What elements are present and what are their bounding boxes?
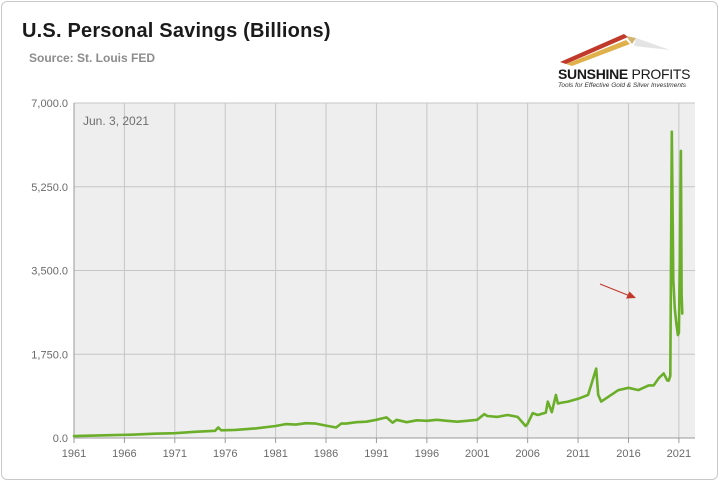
- sunshine-profits-logo-icon: [560, 34, 670, 66]
- logo-name-bold: SUNSHINE: [558, 66, 628, 82]
- x-tick-label: 2001: [465, 448, 489, 460]
- logo-stripe-gold: [566, 40, 630, 66]
- x-tick-label: 1991: [364, 448, 388, 460]
- x-tick-label: 2016: [616, 448, 640, 460]
- chart-title: U.S. Personal Savings (Billions): [22, 20, 331, 42]
- x-tick-label: 1981: [263, 448, 287, 460]
- x-axis: 1961 1966 1971 1976 1981 1986 1991 1996 2001 2006…: [62, 437, 695, 460]
- annotation-arrow-shaft: [599, 283, 631, 297]
- annotation-arrow-head: [626, 291, 636, 299]
- x-tick-label: 2021: [667, 448, 691, 460]
- y-tick-label: 5,250.0: [31, 182, 68, 194]
- logo-tagline: Tools for Effective Gold & Silver Invest…: [558, 82, 687, 89]
- y-tick-label: 3,500.0: [31, 266, 68, 278]
- x-tick-label: 2006: [515, 448, 539, 460]
- x-tick-label: 2011: [566, 448, 590, 460]
- logo-stripe-red: [560, 34, 628, 64]
- y-tick-label: 1,750.0: [31, 349, 68, 361]
- logo-wordmark: SUNSHINE PROFITS: [558, 66, 690, 82]
- logo-rays: [626, 36, 636, 44]
- x-tick-label: 1996: [415, 448, 439, 460]
- chart-source: Source: St. Louis FED: [29, 51, 156, 65]
- logo-light-beam: [634, 38, 670, 50]
- x-tick-label: 1961: [62, 448, 86, 460]
- x-tick-label: 1986: [314, 448, 338, 460]
- logo-name-light: PROFITS: [631, 66, 691, 82]
- x-tick-label: 1966: [112, 448, 136, 460]
- y-axis: 0.0 1,750.0 3,500.0 5,250.0 7,000.0: [31, 98, 75, 445]
- y-tick-label: 0.0: [53, 433, 68, 445]
- y-tick-label: 7,000.0: [31, 98, 68, 110]
- series-line-personal-savings: [72, 130, 684, 438]
- date-annotation: Jun. 3, 2021: [83, 114, 149, 128]
- x-tick-label: 1971: [163, 448, 187, 460]
- x-tick-label: 1976: [213, 448, 237, 460]
